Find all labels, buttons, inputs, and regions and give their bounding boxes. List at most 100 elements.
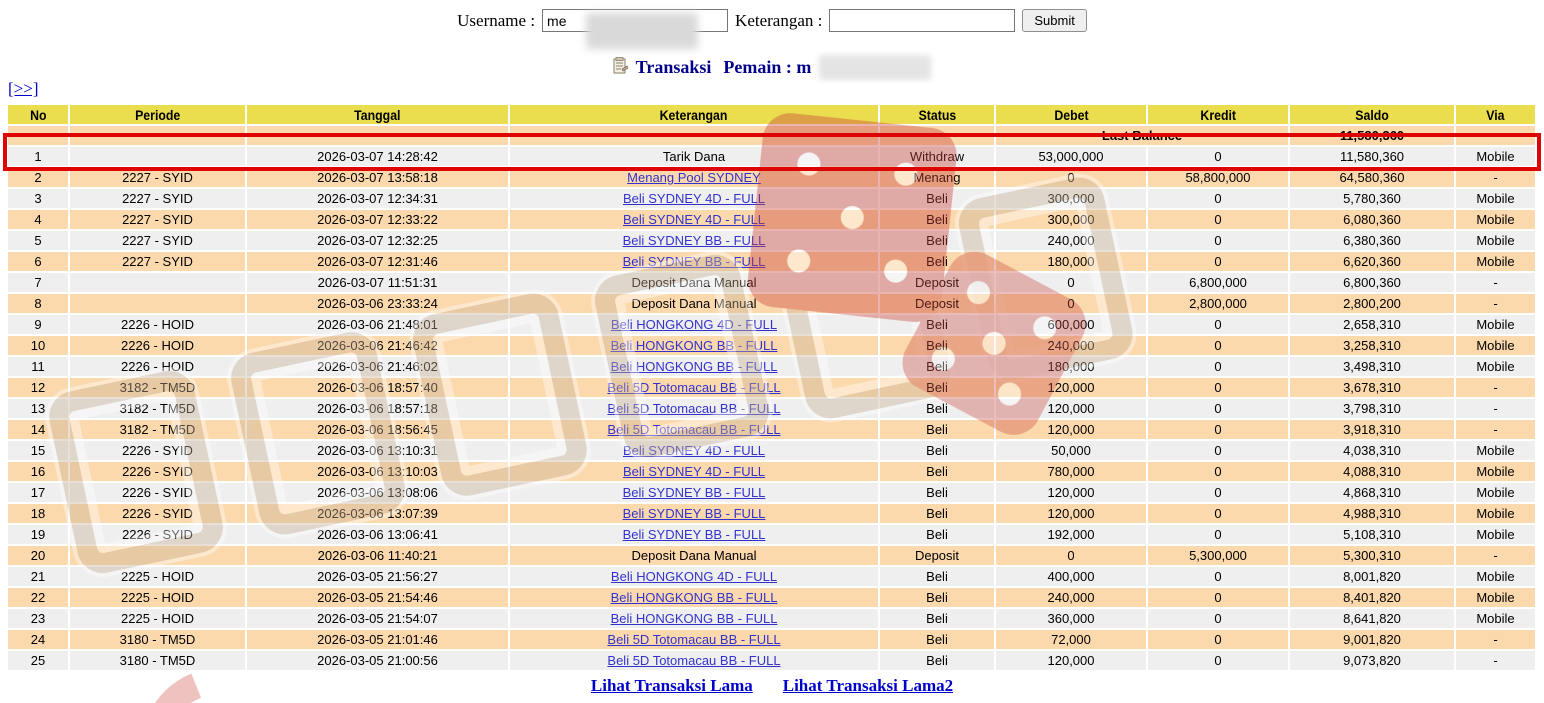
cell-debet: 192,000 — [996, 525, 1146, 544]
last-balance-empty-no — [8, 126, 68, 145]
cell-status: Beli — [880, 252, 994, 271]
keterangan-link[interactable]: Beli HONGKONG BB - FULL — [610, 611, 778, 626]
column-header-kredit: Kredit — [1148, 105, 1288, 124]
keterangan-link[interactable]: Beli SYDNEY BB - FULL — [622, 485, 766, 500]
cell-via: Mobile — [1456, 189, 1535, 208]
expand-link[interactable]: [>>] — [8, 79, 39, 98]
table-row: 8 2026-03-06 23:33:24 Deposit Dana Manual D… — [8, 294, 1535, 313]
keterangan-link[interactable]: Beli 5D Totomacau BB - FULL — [607, 380, 781, 395]
table-row: 18 2226 - SYID 2026-03-06 13:07:39 Beli SYD… — [8, 504, 1535, 523]
cell-keterangan: Menang Pool SYDNEY — [510, 168, 878, 187]
cell-via: Mobile — [1456, 504, 1535, 523]
cell-tanggal: 2026-03-07 12:32:25 — [247, 231, 508, 250]
keterangan-link[interactable]: Beli SYDNEY BB - FULL — [622, 233, 766, 248]
cell-status: Deposit — [880, 273, 994, 292]
cell-tanggal: 2026-03-06 13:10:03 — [247, 462, 508, 481]
cell-status: Beli — [880, 336, 994, 355]
cell-saldo: 64,580,360 — [1290, 168, 1454, 187]
keterangan-link[interactable]: Beli HONGKONG BB - FULL — [610, 590, 778, 605]
cell-tanggal: 2026-03-05 21:56:27 — [247, 567, 508, 586]
keterangan-link[interactable]: Beli HONGKONG 4D - FULL — [610, 569, 778, 584]
cell-no: 7 — [8, 273, 68, 292]
cell-kredit: 0 — [1148, 651, 1288, 670]
cell-via: - — [1456, 630, 1535, 649]
cell-periode: 2225 - HOID — [70, 588, 245, 607]
keterangan-link[interactable]: Beli HONGKONG BB - FULL — [610, 338, 778, 353]
cell-debet: 0 — [996, 168, 1146, 187]
transaction-note-icon — [613, 56, 629, 79]
cell-no: 16 — [8, 462, 68, 481]
cell-debet: 120,000 — [996, 651, 1146, 670]
cell-debet: 50,000 — [996, 441, 1146, 460]
cell-saldo: 8,401,820 — [1290, 588, 1454, 607]
cell-periode — [70, 546, 245, 565]
keterangan-link[interactable]: Beli 5D Totomacau BB - FULL — [607, 632, 781, 647]
cell-status: Beli — [880, 609, 994, 628]
keterangan-link[interactable]: Beli SYDNEY 4D - FULL — [622, 191, 766, 206]
keterangan-link[interactable]: Beli SYDNEY 4D - FULL — [622, 212, 766, 227]
column-header-periode: Periode — [70, 105, 245, 124]
cell-status: Beli — [880, 420, 994, 439]
transaction-table-body: Last Balance 11,580,360 1 2026-03-07 14:28:… — [8, 126, 1535, 670]
cell-kredit: 0 — [1148, 252, 1288, 271]
cell-tanggal: 2026-03-05 21:01:46 — [247, 630, 508, 649]
keterangan-link[interactable]: Beli SYDNEY 4D - FULL — [622, 443, 766, 458]
lihat-transaksi-lama-link[interactable]: Lihat Transaksi Lama — [590, 676, 753, 695]
cell-tanggal: 2026-03-06 13:06:41 — [247, 525, 508, 544]
cell-saldo: 3,498,310 — [1290, 357, 1454, 376]
table-row: 7 2026-03-07 11:51:31 Deposit Dana Manual D… — [8, 273, 1535, 292]
cell-periode: 2226 - HOID — [70, 336, 245, 355]
cell-debet: 0 — [996, 546, 1146, 565]
cell-via: Mobile — [1456, 525, 1535, 544]
cell-kredit: 0 — [1148, 231, 1288, 250]
submit-button[interactable]: Submit — [1022, 9, 1087, 32]
keterangan-link[interactable]: Beli SYDNEY BB - FULL — [622, 254, 766, 269]
cell-debet: 180,000 — [996, 252, 1146, 271]
cell-via: Mobile — [1456, 588, 1535, 607]
table-row: 23 2225 - HOID 2026-03-05 21:54:07 Beli HON… — [8, 609, 1535, 628]
cell-periode: 3182 - TM5D — [70, 399, 245, 418]
column-header-tanggal: Tanggal — [247, 105, 508, 124]
column-header-via: Via — [1456, 105, 1535, 124]
cell-saldo: 11,580,360 — [1290, 147, 1454, 166]
cell-keterangan: Beli SYDNEY 4D - FULL — [510, 210, 878, 229]
table-row: 15 2226 - SYID 2026-03-06 13:10:31 Beli SYD… — [8, 441, 1535, 460]
cell-via: - — [1456, 651, 1535, 670]
table-row: 5 2227 - SYID 2026-03-07 12:32:25 Beli SYDN… — [8, 231, 1535, 250]
keterangan-link[interactable]: Beli SYDNEY 4D - FULL — [622, 464, 766, 479]
cell-tanggal: 2026-03-07 12:31:46 — [247, 252, 508, 271]
table-row: 2 2227 - SYID 2026-03-07 13:58:18 Menang Po… — [8, 168, 1535, 187]
cell-kredit: 0 — [1148, 378, 1288, 397]
keterangan-link[interactable]: Beli HONGKONG 4D - FULL — [610, 317, 778, 332]
keterangan-link[interactable]: Beli 5D Totomacau BB - FULL — [607, 401, 781, 416]
cell-keterangan: Beli HONGKONG BB - FULL — [510, 609, 878, 628]
table-row: 1 2026-03-07 14:28:42 Tarik Dana Withdraw 53… — [8, 147, 1535, 166]
cell-via: Mobile — [1456, 441, 1535, 460]
column-header-status: Status — [880, 105, 994, 124]
cell-no: 11 — [8, 357, 68, 376]
keterangan-link[interactable]: Beli SYDNEY BB - FULL — [622, 527, 766, 542]
cell-tanggal: 2026-03-07 11:51:31 — [247, 273, 508, 292]
cell-no: 22 — [8, 588, 68, 607]
cell-kredit: 0 — [1148, 420, 1288, 439]
cell-periode: 2226 - SYID — [70, 504, 245, 523]
cell-status: Beli — [880, 483, 994, 502]
cell-kredit: 0 — [1148, 609, 1288, 628]
cell-periode: 2226 - SYID — [70, 462, 245, 481]
cell-debet: 53,000,000 — [996, 147, 1146, 166]
keterangan-link[interactable]: Beli SYDNEY BB - FULL — [622, 506, 766, 521]
keterangan-input[interactable] — [829, 9, 1016, 32]
keterangan-link[interactable]: Beli HONGKONG BB - FULL — [610, 359, 778, 374]
last-balance-empty-keterangan — [510, 126, 878, 145]
cell-no: 12 — [8, 378, 68, 397]
keterangan-link[interactable]: Beli 5D Totomacau BB - FULL — [607, 653, 781, 668]
table-row: 6 2227 - SYID 2026-03-07 12:31:46 Beli SYDN… — [8, 252, 1535, 271]
cell-keterangan: Beli HONGKONG BB - FULL — [510, 357, 878, 376]
keterangan-link[interactable]: Menang Pool SYDNEY — [627, 170, 761, 185]
cell-tanggal: 2026-03-06 11:40:21 — [247, 546, 508, 565]
cell-status: Menang — [880, 168, 994, 187]
cell-tanggal: 2026-03-06 13:07:39 — [247, 504, 508, 523]
lihat-transaksi-lama2-link[interactable]: Lihat Transaksi Lama2 — [782, 676, 954, 695]
keterangan-link[interactable]: Beli 5D Totomacau BB - FULL — [607, 422, 781, 437]
cell-via: Mobile — [1456, 252, 1535, 271]
